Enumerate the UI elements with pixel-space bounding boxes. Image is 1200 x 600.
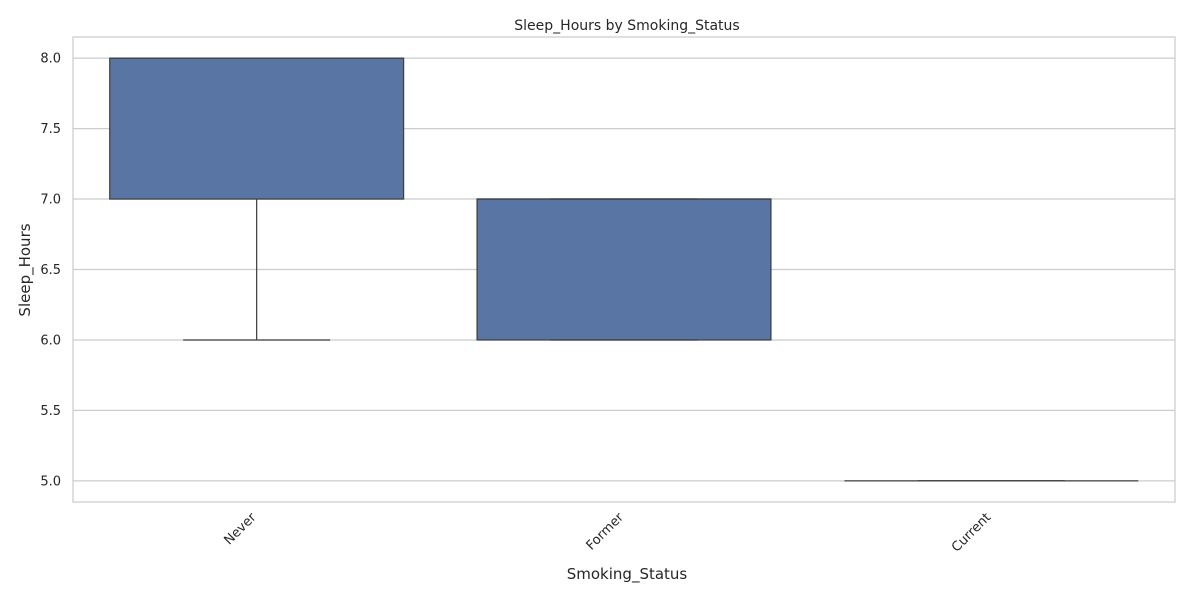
- box-former: [476, 198, 772, 341]
- y-tick-label: 6.5: [40, 263, 61, 278]
- y-tick-label: 5.5: [40, 404, 61, 419]
- chart-title: Sleep_Hours by Smoking_Status: [514, 18, 739, 34]
- y-axis-label: Sleep_Hours: [16, 223, 35, 316]
- iqr-box: [476, 198, 772, 341]
- x-tick-labels: Never Former Current: [221, 510, 994, 556]
- y-tick-labels: 5.0 5.5 6.0 6.5 7.0 7.5 8.0: [40, 52, 61, 490]
- plot-frame: [72, 36, 1176, 503]
- y-tick-label: 6.0: [40, 333, 61, 348]
- x-tick-label: Former: [584, 510, 628, 554]
- iqr-box: [109, 57, 405, 200]
- y-tick-label: 7.5: [40, 122, 61, 137]
- box-layer: [109, 57, 1139, 482]
- box-never: [109, 57, 405, 341]
- y-tick-label: 8.0: [40, 52, 61, 67]
- x-tick-label: Current: [949, 510, 994, 555]
- y-tick-label: 7.0: [40, 193, 61, 208]
- x-axis-label: Smoking_Status: [567, 565, 688, 584]
- x-tick-label: Never: [221, 510, 259, 548]
- y-tick-label: 5.0: [40, 474, 61, 489]
